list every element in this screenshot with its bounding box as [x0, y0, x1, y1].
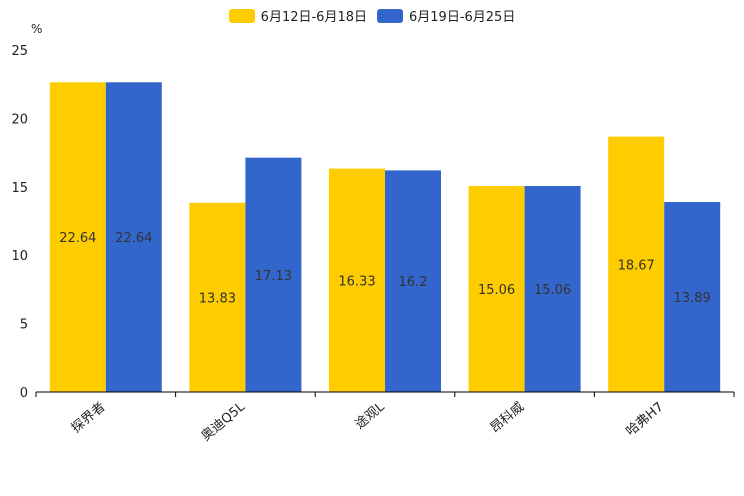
y-tick-label: 0: [20, 386, 28, 401]
bar-series-2[interactable]: [524, 185, 581, 392]
legend-swatch-series-1: [228, 8, 255, 23]
data-label: 15.06: [478, 283, 515, 298]
bar-series-2[interactable]: [664, 201, 721, 392]
data-label: 16.33: [338, 274, 375, 289]
data-label: 22.64: [115, 231, 152, 246]
bar-series-2[interactable]: [245, 157, 302, 392]
y-tick-label: 5: [20, 318, 28, 333]
legend: 6月12日-6月18日 6月19日-6月25日: [0, 6, 744, 25]
y-tick-label: 10: [11, 249, 28, 264]
x-category-label: 昂科威: [488, 400, 528, 437]
x-category-label: 哈弗H7: [623, 400, 666, 440]
x-category-label: 探界者: [69, 400, 109, 437]
data-label: 15.06: [534, 283, 571, 298]
legend-item-series-1[interactable]: 6月12日-6月18日: [228, 6, 367, 25]
data-label: 13.83: [199, 291, 236, 306]
legend-label-series-1: 6月12日-6月18日: [260, 10, 367, 25]
y-tick-label: 20: [11, 112, 28, 127]
data-label: 13.89: [674, 291, 711, 306]
legend-item-series-2[interactable]: 6月19日-6月25日: [377, 6, 515, 25]
data-label: 16.2: [399, 275, 428, 290]
data-label: 18.67: [618, 258, 655, 273]
y-tick-label: 15: [11, 181, 28, 196]
y-tick-label: 25: [11, 44, 28, 59]
bar-series-1[interactable]: [189, 202, 246, 392]
data-label: 17.13: [255, 269, 292, 284]
data-label: 22.64: [59, 231, 96, 246]
bar-series-1[interactable]: [329, 168, 385, 392]
x-category-label: 奥迪Q5L: [199, 399, 249, 444]
x-category-label: 途观L: [352, 398, 388, 432]
bar-series-2[interactable]: [385, 170, 441, 392]
bar-series-1[interactable]: [608, 136, 665, 392]
legend-label-series-2: 6月19日-6月25日: [409, 10, 516, 25]
y-axis-unit-label: %: [31, 22, 42, 36]
bar-series-2[interactable]: [105, 82, 162, 393]
legend-swatch-series-2: [377, 8, 403, 23]
bar-series-1[interactable]: [468, 185, 525, 392]
bar-series-1[interactable]: [49, 82, 106, 393]
